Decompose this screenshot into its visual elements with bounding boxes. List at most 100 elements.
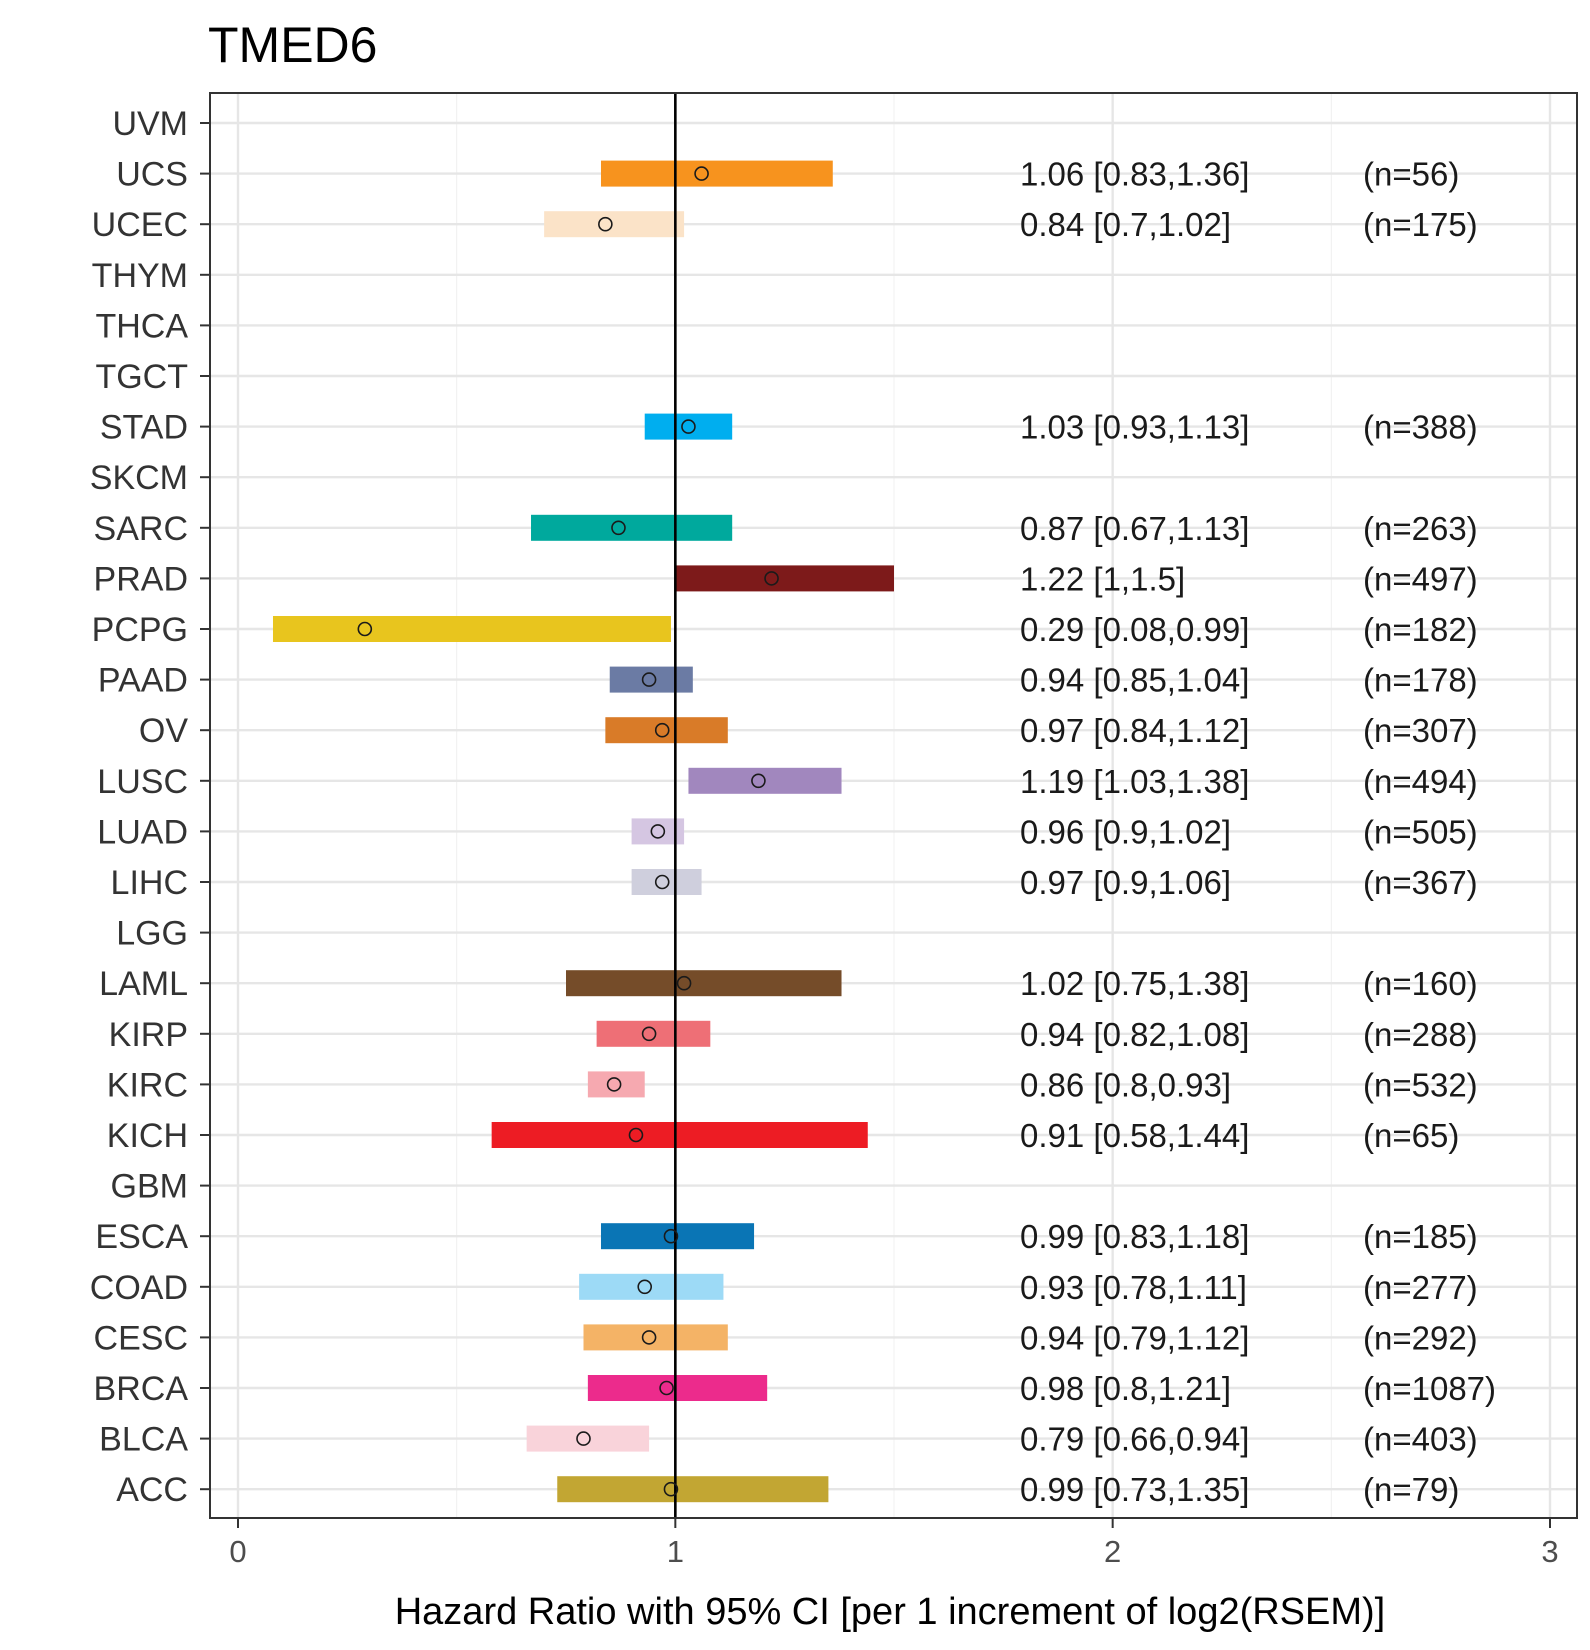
- hr-point-ov: [654, 722, 670, 738]
- y-tick-label: UCS: [116, 156, 188, 194]
- x-axis-label: Hazard Ratio with 95% CI [per 1 incremen…: [395, 1591, 1386, 1633]
- ci-bar-pcpg: [272, 616, 671, 642]
- hr-ci-label: 1.03 [0.93,1.13]: [1020, 409, 1249, 446]
- y-tick-label: PAAD: [98, 662, 188, 700]
- y-tick-label: KIRP: [109, 1016, 188, 1054]
- hr-ci-label: 0.29 [0.08,0.99]: [1020, 611, 1249, 648]
- hr-ci-label: 0.98 [0.8,1.21]: [1020, 1370, 1231, 1407]
- sample-size-label: (n=494): [1363, 763, 1478, 800]
- hr-point-ucs: [694, 166, 709, 181]
- y-tick-label: LIHC: [111, 864, 188, 902]
- y-tick-label: THCA: [95, 307, 188, 345]
- hr-point-blca: [576, 1431, 591, 1446]
- panel-border: [209, 92, 1578, 1519]
- sample-size-label: (n=175): [1363, 206, 1478, 243]
- hr-ci-label: 1.19 [1.03,1.38]: [1020, 763, 1249, 800]
- sample-size-label: (n=1087): [1363, 1370, 1496, 1407]
- hr-ci-label: 0.99 [0.73,1.35]: [1020, 1471, 1249, 1508]
- sample-size-label: (n=263): [1363, 510, 1478, 547]
- ci-bar-lihc: [631, 869, 702, 895]
- hr-point-kirp: [641, 1026, 657, 1042]
- ci-bar-blca: [526, 1425, 650, 1452]
- sample-size-label: (n=185): [1363, 1218, 1478, 1255]
- hr-point-paad: [641, 672, 657, 687]
- y-tick-label: LGG: [116, 915, 188, 953]
- y-tick-label: TGCT: [95, 358, 188, 396]
- sample-size-label: (n=182): [1363, 611, 1478, 648]
- hr-ci-label: 0.86 [0.8,0.93]: [1020, 1066, 1231, 1103]
- y-tick-label: COAD: [90, 1269, 188, 1307]
- y-tick-label: LUAD: [97, 813, 188, 851]
- ci-bar-ucec: [544, 211, 685, 238]
- y-tick-label: LAML: [99, 965, 188, 1003]
- y-tick-label: THYM: [92, 257, 188, 295]
- hr-ci-label: 0.87 [0.67,1.13]: [1020, 510, 1249, 547]
- hr-ci-label: 0.97 [0.9,1.06]: [1020, 864, 1231, 901]
- y-tick-label: LUSC: [97, 763, 188, 801]
- ci-bar-ov: [605, 717, 728, 744]
- ci-bar-stad: [644, 413, 733, 440]
- y-tick-label: CESC: [94, 1319, 188, 1357]
- x-tick-label: 1: [667, 1534, 684, 1569]
- y-tick-label: ACC: [116, 1471, 188, 1509]
- x-tick-label: 3: [1541, 1534, 1558, 1569]
- hr-ci-label: 0.79 [0.66,0.94]: [1020, 1421, 1249, 1458]
- sample-size-label: (n=307): [1363, 712, 1478, 749]
- sample-size-label: (n=388): [1363, 409, 1478, 446]
- hr-point-kich: [628, 1127, 644, 1143]
- y-tick-label: ESCA: [95, 1218, 188, 1256]
- hr-point-coad: [637, 1279, 653, 1295]
- y-tick-label: SARC: [94, 510, 188, 548]
- grid-layer: [210, 93, 1577, 1518]
- y-tick-label: BLCA: [99, 1421, 188, 1459]
- y-tick-label: PRAD: [94, 560, 188, 598]
- hr-ci-label: 1.22 [1,1.5]: [1020, 560, 1185, 597]
- y-tick-label: OV: [139, 712, 188, 750]
- hr-ci-label: 0.96 [0.9,1.02]: [1020, 813, 1231, 850]
- hr-point-ucec: [598, 216, 613, 232]
- hr-ci-label: 1.06 [0.83,1.36]: [1020, 156, 1249, 193]
- hr-point-esca: [663, 1228, 679, 1244]
- y-tick-label: SKCM: [90, 459, 188, 497]
- sample-size-label: (n=497): [1363, 560, 1478, 597]
- ci-bar-kich: [491, 1122, 868, 1148]
- hr-ci-label: 0.94 [0.82,1.08]: [1020, 1016, 1249, 1053]
- y-tick-label: STAD: [100, 409, 188, 447]
- x-tick-label: 2: [1104, 1534, 1121, 1569]
- hr-ci-label: 0.97 [0.84,1.12]: [1020, 712, 1249, 749]
- hr-point-pcpg: [357, 621, 373, 637]
- sample-size-label: (n=505): [1363, 813, 1478, 850]
- ci-bar-kirp: [596, 1020, 711, 1047]
- sample-size-label: (n=160): [1363, 965, 1478, 1002]
- chart-title: TMED6: [208, 17, 377, 73]
- y-tick-label: UVM: [112, 105, 188, 143]
- sample-size-label: (n=56): [1363, 156, 1459, 193]
- y-tick-label: KICH: [107, 1117, 188, 1155]
- hr-point-lihc: [654, 874, 670, 890]
- hr-point-lusc: [751, 773, 766, 789]
- hr-ci-label: 1.02 [0.75,1.38]: [1020, 965, 1249, 1002]
- hr-point-stad: [681, 419, 696, 434]
- sample-size-label: (n=79): [1363, 1471, 1459, 1508]
- y-axis: UVM UCS UCEC THYM THCA TGCT STAD SKCM SARC PRAD PC…: [90, 105, 210, 1509]
- hr-point-acc: [663, 1481, 679, 1497]
- y-tick-label: UCEC: [92, 206, 188, 244]
- sample-size-label: (n=288): [1363, 1016, 1478, 1053]
- hr-ci-label: 0.94 [0.85,1.04]: [1020, 662, 1249, 699]
- sample-size-label: (n=403): [1363, 1421, 1478, 1458]
- sample-size-label: (n=532): [1363, 1066, 1478, 1103]
- ci-bar-acc: [557, 1476, 829, 1503]
- sample-size-label: (n=178): [1363, 662, 1478, 699]
- y-tick-label: BRCA: [94, 1370, 189, 1408]
- y-tick-label: GBM: [111, 1168, 188, 1206]
- x-axis: 0 1 2 3: [229, 1518, 1559, 1569]
- sample-size-label: (n=277): [1363, 1269, 1478, 1306]
- ci-bar-brca: [587, 1375, 768, 1401]
- ci-bar-ucs: [600, 160, 833, 187]
- hr-point-cesc: [641, 1330, 657, 1345]
- annotation-layer: 1.06 [0.83,1.36] (n=56) 0.84 [0.7,1.02] (n=…: [1020, 156, 1496, 1509]
- y-tick-label: PCPG: [92, 611, 188, 649]
- sample-size-label: (n=292): [1363, 1319, 1478, 1356]
- hr-point-sarc: [611, 520, 626, 536]
